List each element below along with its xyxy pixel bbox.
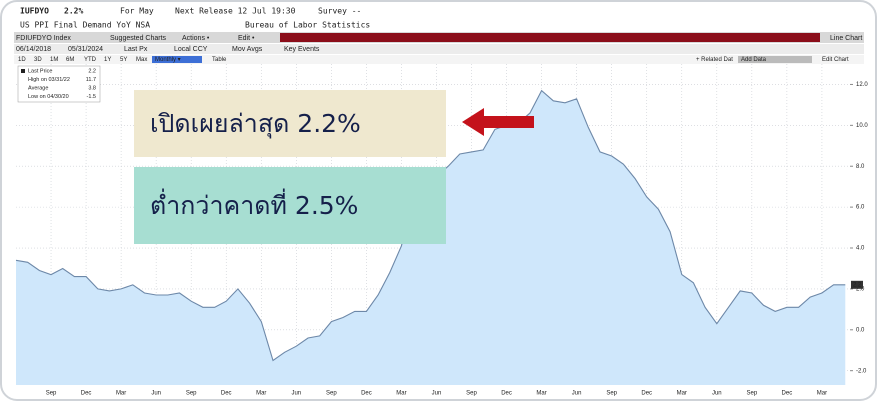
x-tick-label: Jun	[572, 391, 582, 397]
x-tick-label: Jun	[151, 391, 161, 397]
x-tick-label: Sep	[46, 391, 57, 397]
toolbar-item: FDIUFDYO Index	[16, 35, 71, 42]
tool: Add Data	[741, 57, 767, 63]
setting: Key Events	[284, 46, 320, 53]
legend-label: Low on 04/30/20	[28, 94, 69, 100]
y-tick-label: -2.0	[856, 368, 867, 374]
toolbar-bar	[280, 33, 820, 42]
label: Next Release 12 Jul 19:30	[175, 7, 296, 16]
x-tick-label: Mar	[677, 391, 687, 397]
label: For May	[120, 7, 154, 16]
period-button[interactable]: Table	[212, 57, 227, 63]
toolbar-item[interactable]: Suggested Charts	[110, 35, 167, 42]
period-button[interactable]: Monthly ▾	[155, 57, 181, 63]
period-button[interactable]: 1D	[18, 57, 26, 63]
toolbar-item[interactable]: Edit •	[238, 35, 255, 42]
overlay-box	[134, 167, 446, 244]
x-tick-label: Sep	[746, 391, 757, 397]
x-tick-label: Sep	[326, 391, 337, 397]
y-tick-label: 2.0	[856, 286, 865, 292]
period-button[interactable]: 1Y	[104, 57, 111, 63]
tool: Edit Chart	[822, 57, 849, 63]
period-button[interactable]: 3D	[34, 57, 42, 63]
y-tick-label: 6.0	[856, 205, 865, 211]
y-tick-label: 0.0	[856, 327, 865, 333]
period-button[interactable]: 5Y	[120, 57, 127, 63]
toolbar-item[interactable]: Actions •	[182, 35, 210, 42]
x-tick-label: Mar	[116, 391, 126, 397]
setting: Mov Avgs	[232, 46, 263, 53]
last-price-tag	[851, 280, 863, 289]
label: IUFDYO	[20, 7, 49, 16]
periods-bg	[14, 55, 864, 64]
period-button[interactable]: YTD	[84, 57, 97, 63]
period-button[interactable]: Max	[136, 57, 147, 63]
x-tick-label: Dec	[501, 391, 512, 397]
label: Survey --	[318, 7, 361, 16]
x-tick-label: Dec	[641, 391, 652, 397]
y-tick-label: 8.0	[856, 164, 865, 170]
x-tick-label: Mar	[536, 391, 546, 397]
x-tick-label: Dec	[782, 391, 793, 397]
label: 2.2%	[64, 7, 83, 16]
period-active	[152, 56, 202, 63]
toolbar-item: Line Chart	[830, 35, 862, 42]
x-tick-label: Mar	[817, 391, 827, 397]
y-tick-label: 12.0	[856, 82, 868, 88]
label: Bureau of Labor Statistics	[245, 21, 370, 30]
x-tick-label: Jun	[291, 391, 301, 397]
x-tick-label: Sep	[186, 391, 197, 397]
legend-value: 3.8	[88, 85, 96, 91]
period-button[interactable]: 6M	[66, 57, 74, 63]
x-tick-label: Dec	[81, 391, 92, 397]
overlay-text: ต่ำกว่าคาดที่ 2.5%	[150, 188, 358, 220]
legend-box	[17, 65, 101, 103]
overlay-text: เปิดเผยล่าสุด 2.2%	[150, 109, 361, 139]
x-tick-label: Sep	[606, 391, 617, 397]
y-tick-label: 10.0	[856, 123, 868, 129]
x-tick-label: Jun	[712, 391, 722, 397]
legend-label: High on 03/31/22	[28, 77, 70, 83]
legend-value: -1.5	[87, 94, 96, 100]
x-tick-label: Dec	[221, 391, 232, 397]
overlay-box	[134, 90, 446, 157]
period-button[interactable]: 1M	[50, 57, 58, 63]
setting: 05/31/2024	[68, 46, 103, 53]
legend-swatch	[21, 69, 25, 73]
x-tick-label: Dec	[361, 391, 372, 397]
last-price-label: 2.2	[853, 282, 862, 288]
x-tick-label: Mar	[396, 391, 406, 397]
x-tick-label: Jun	[432, 391, 442, 397]
legend-value: 11.7	[86, 77, 96, 83]
setting: Local CCY	[174, 46, 208, 53]
y-tick-label: 4.0	[856, 246, 865, 252]
legend-label: Last Price	[28, 68, 52, 74]
add-data-box	[738, 56, 812, 63]
x-tick-label: Sep	[466, 391, 477, 397]
arrow	[462, 108, 534, 136]
legend-label: Average	[28, 85, 48, 91]
label: US PPI Final Demand YoY NSA	[20, 21, 150, 30]
x-tick-label: Mar	[256, 391, 266, 397]
settings-bg	[14, 44, 864, 54]
legend-value: 2.2	[88, 68, 96, 74]
tool: + Related Dat	[696, 57, 733, 63]
setting: Last Px	[124, 46, 148, 53]
setting: 06/14/2018	[16, 46, 51, 53]
